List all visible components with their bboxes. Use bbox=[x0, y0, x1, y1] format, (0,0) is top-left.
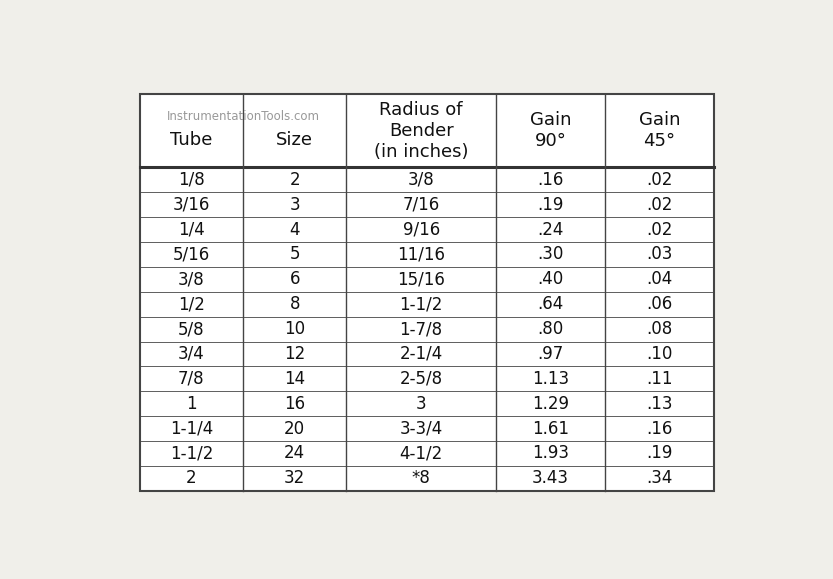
Text: .11: .11 bbox=[646, 370, 673, 388]
Text: 3/4: 3/4 bbox=[178, 345, 205, 363]
Text: 9/16: 9/16 bbox=[402, 221, 440, 239]
Text: 32: 32 bbox=[284, 470, 306, 488]
Text: 14: 14 bbox=[284, 370, 306, 388]
Text: Gain
45°: Gain 45° bbox=[639, 111, 681, 150]
Text: 5/16: 5/16 bbox=[172, 245, 210, 263]
Text: 1.93: 1.93 bbox=[532, 445, 569, 463]
Text: 2-1/4: 2-1/4 bbox=[400, 345, 443, 363]
Text: .34: .34 bbox=[646, 470, 673, 488]
Text: 16: 16 bbox=[284, 395, 306, 413]
Text: .24: .24 bbox=[537, 221, 564, 239]
Text: .02: .02 bbox=[646, 196, 673, 214]
Text: .13: .13 bbox=[646, 395, 673, 413]
Text: 1-7/8: 1-7/8 bbox=[400, 320, 442, 338]
Text: .02: .02 bbox=[646, 171, 673, 189]
Text: Tube: Tube bbox=[170, 130, 212, 148]
Text: 1.13: 1.13 bbox=[532, 370, 569, 388]
Text: 5: 5 bbox=[290, 245, 300, 263]
Text: Size: Size bbox=[277, 130, 313, 148]
Text: .19: .19 bbox=[646, 445, 673, 463]
Text: 1/8: 1/8 bbox=[178, 171, 205, 189]
Text: 12: 12 bbox=[284, 345, 306, 363]
Text: .64: .64 bbox=[537, 295, 564, 313]
Text: 1-1/4: 1-1/4 bbox=[170, 420, 213, 438]
Text: .08: .08 bbox=[646, 320, 673, 338]
Text: 4: 4 bbox=[290, 221, 300, 239]
Text: .30: .30 bbox=[537, 245, 564, 263]
Text: 6: 6 bbox=[290, 270, 300, 288]
Text: 11/16: 11/16 bbox=[397, 245, 445, 263]
Text: 2: 2 bbox=[289, 171, 300, 189]
Text: 1: 1 bbox=[186, 395, 197, 413]
Text: .04: .04 bbox=[646, 270, 673, 288]
Text: 2: 2 bbox=[186, 470, 197, 488]
Text: 1-1/2: 1-1/2 bbox=[170, 445, 213, 463]
Text: 4-1/2: 4-1/2 bbox=[400, 445, 443, 463]
Text: InstrumentationTools.com: InstrumentationTools.com bbox=[167, 110, 320, 123]
Text: 20: 20 bbox=[284, 420, 306, 438]
Text: 10: 10 bbox=[284, 320, 306, 338]
Text: 8: 8 bbox=[290, 295, 300, 313]
Text: 1-1/2: 1-1/2 bbox=[400, 295, 443, 313]
Text: Gain
90°: Gain 90° bbox=[530, 111, 571, 150]
Text: .03: .03 bbox=[646, 245, 673, 263]
Text: 1.61: 1.61 bbox=[532, 420, 569, 438]
Text: 3-3/4: 3-3/4 bbox=[400, 420, 443, 438]
Text: .16: .16 bbox=[646, 420, 673, 438]
Text: 5/8: 5/8 bbox=[178, 320, 205, 338]
Text: 7/8: 7/8 bbox=[178, 370, 205, 388]
Text: 3/16: 3/16 bbox=[172, 196, 210, 214]
Text: 1/2: 1/2 bbox=[178, 295, 205, 313]
Text: 3/8: 3/8 bbox=[408, 171, 435, 189]
Text: 3.43: 3.43 bbox=[532, 470, 569, 488]
Text: 2-5/8: 2-5/8 bbox=[400, 370, 442, 388]
Text: .40: .40 bbox=[537, 270, 564, 288]
Text: Radius of
Bender
(in inches): Radius of Bender (in inches) bbox=[374, 101, 468, 160]
Text: .02: .02 bbox=[646, 221, 673, 239]
Text: 3/8: 3/8 bbox=[178, 270, 205, 288]
Text: .10: .10 bbox=[646, 345, 673, 363]
Text: 24: 24 bbox=[284, 445, 306, 463]
Text: *8: *8 bbox=[412, 470, 431, 488]
Text: 1.29: 1.29 bbox=[532, 395, 569, 413]
Bar bbox=[140, 94, 714, 491]
Text: 1/4: 1/4 bbox=[178, 221, 205, 239]
Text: 15/16: 15/16 bbox=[397, 270, 445, 288]
Text: .19: .19 bbox=[537, 196, 564, 214]
Text: .80: .80 bbox=[537, 320, 564, 338]
Text: 3: 3 bbox=[416, 395, 426, 413]
Text: .16: .16 bbox=[537, 171, 564, 189]
Text: 7/16: 7/16 bbox=[402, 196, 440, 214]
Text: .97: .97 bbox=[537, 345, 564, 363]
Text: .06: .06 bbox=[646, 295, 673, 313]
Text: 3: 3 bbox=[289, 196, 300, 214]
